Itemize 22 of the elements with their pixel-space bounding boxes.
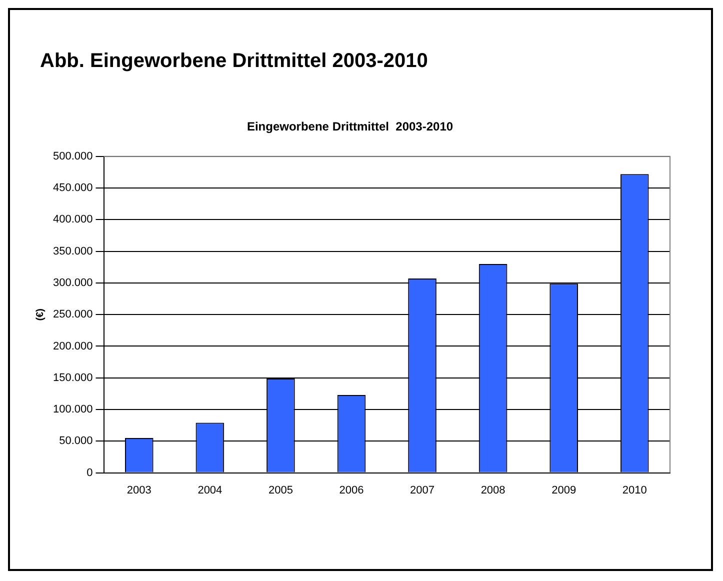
y-tick-label: 450.000 xyxy=(52,182,93,194)
x-tick-label: 2008 xyxy=(480,484,506,496)
y-tick-label: 50.000 xyxy=(59,435,93,448)
y-tick-label: 300.000 xyxy=(52,276,93,289)
chart-subtitle: Eingeworbene Drittmittel 2003-2010 xyxy=(246,120,454,134)
y-tick-label: 100.000 xyxy=(52,404,93,416)
y-tick-label: 400.000 xyxy=(52,214,93,226)
y-axis-title: (€) xyxy=(34,308,46,321)
y-tick-label: 350.000 xyxy=(52,245,93,258)
chart-title: Abb. Eingeworbene Drittmittel 2003-2010 xyxy=(40,50,428,73)
y-tick-label: 250.000 xyxy=(52,308,93,321)
y-tick-label: 150.000 xyxy=(52,372,93,384)
x-tick-label: 2009 xyxy=(552,484,576,496)
y-tick-label: 200.000 xyxy=(52,340,93,352)
x-tick-label: 2007 xyxy=(410,484,435,496)
x-tick-label: 2010 xyxy=(622,484,647,496)
x-tick-label: 2003 xyxy=(126,484,152,496)
x-tick-label: 2004 xyxy=(198,484,222,496)
x-tick-label: 2005 xyxy=(268,484,293,496)
y-tick-label: 0 xyxy=(86,466,93,479)
x-tick-label: 2006 xyxy=(339,484,364,496)
y-tick-label: 500.000 xyxy=(52,150,93,162)
